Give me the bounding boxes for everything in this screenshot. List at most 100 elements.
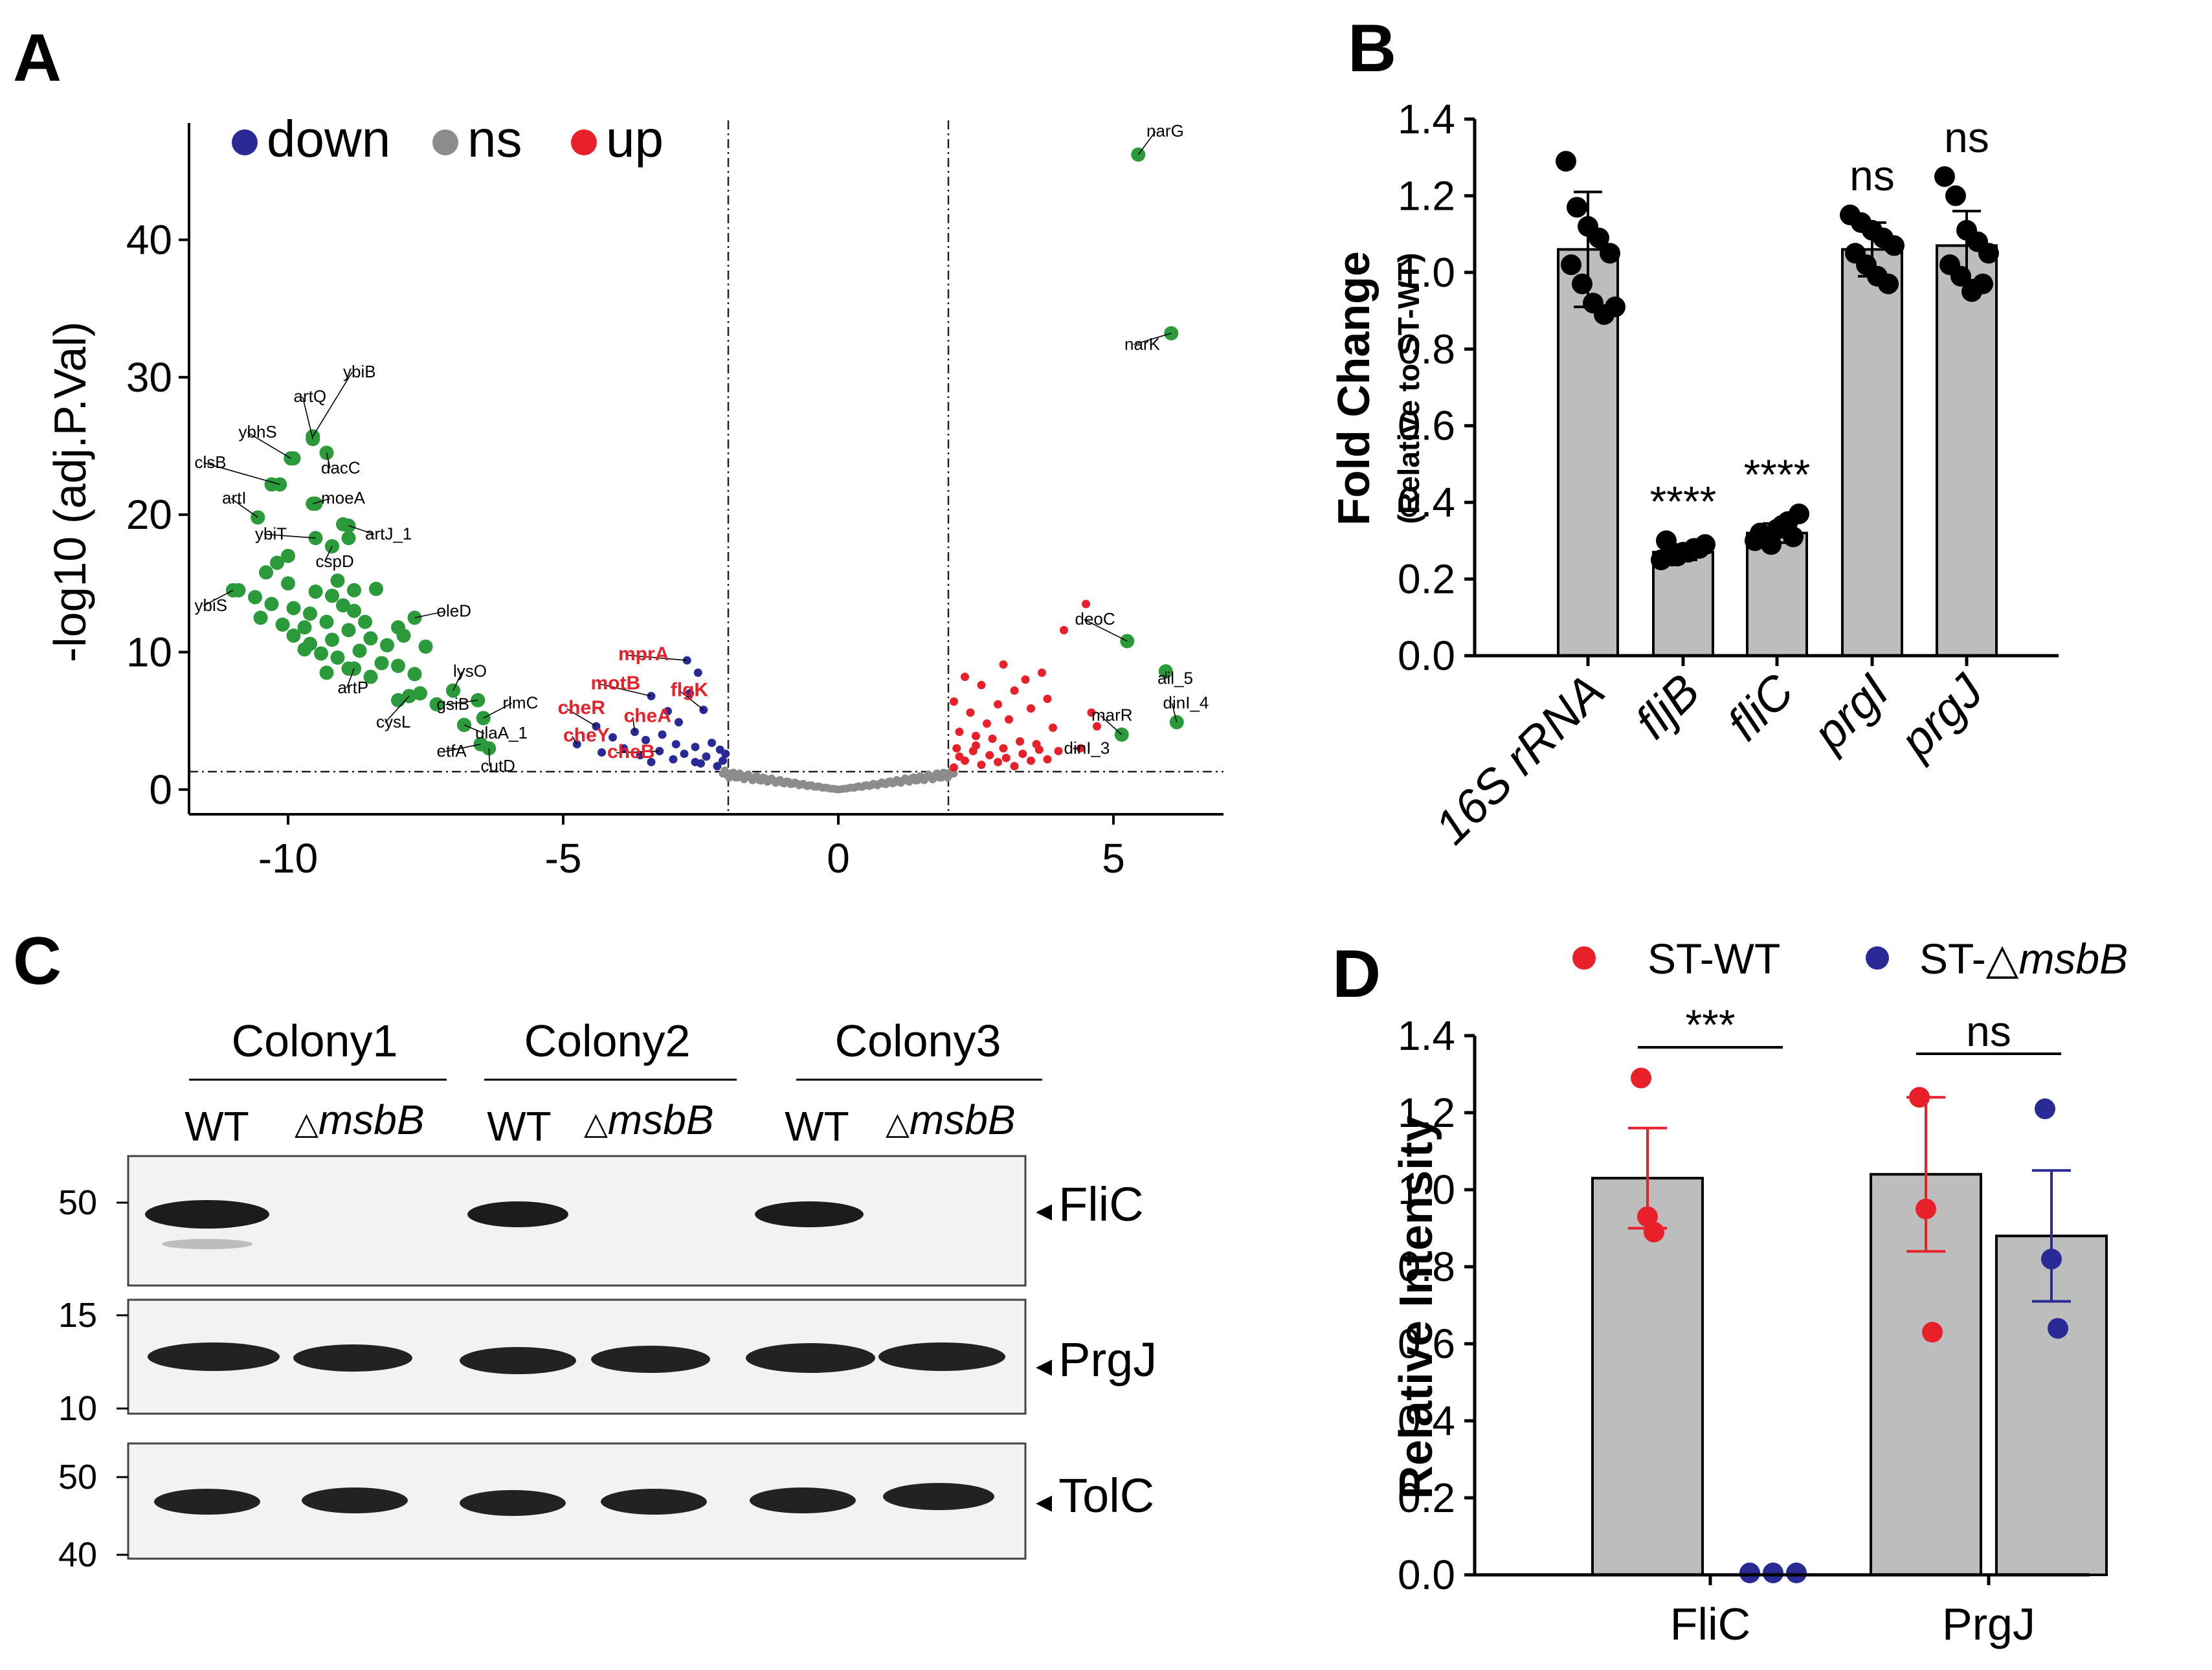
intensity-y-tick-label: 1.0 [1398, 1166, 1455, 1213]
western-blot: Colony1 Colony2 Colony3 WT △msbB WT △msb… [58, 1016, 1157, 1574]
gene-label-leader [414, 610, 446, 619]
up-point [999, 744, 1008, 753]
intensity-y-tick-label: 0.4 [1398, 1397, 1455, 1444]
down-point [713, 762, 722, 771]
labeled-point [281, 576, 295, 591]
up-point [994, 757, 1002, 766]
gene-label-leader [452, 671, 463, 691]
gene-label: cheY [563, 724, 610, 746]
gene-label-leader [203, 462, 280, 485]
labeled-point [352, 643, 367, 658]
qpcr-significance: **** [1650, 477, 1717, 525]
intensity-replicate-point [1763, 1563, 1783, 1584]
volcano-y-label: -log10 (adj.P.Val) [45, 322, 95, 663]
intensity-replicate-point [2048, 1318, 2068, 1339]
down-point [719, 756, 727, 765]
gene-label-leader [1133, 333, 1172, 346]
qpcr-bar-chart: **** **** ns ns 0.0 0.2 0.4 0.6 0.8 1.0 1.2 1.4 16… [1328, 96, 2059, 854]
gene-label-leader [312, 372, 353, 437]
gene-label: cysL [376, 712, 410, 731]
intensity-significance: *** [1685, 1001, 1735, 1049]
labeled-point [363, 669, 378, 684]
legend-ns-label: ns [467, 110, 522, 168]
qpcr-replicate-point [1789, 503, 1809, 524]
qpcr-replicate-point [1978, 243, 1999, 264]
qpcr-replicate-point [1605, 296, 1625, 318]
legend-wt-label: ST-WT [1648, 935, 1780, 983]
up-point [1060, 625, 1068, 634]
band-prgj-lane-6 [878, 1342, 1005, 1371]
down-point [721, 750, 730, 759]
gene-label: cheA [624, 706, 671, 727]
qpcr-significance: **** [1744, 451, 1811, 498]
labeled-point [259, 565, 273, 580]
intensity-y-label: Relative Intensity [1391, 1116, 1442, 1499]
qpcr-replicate-point [1556, 151, 1576, 172]
mw-flic-50: 50 [58, 1183, 97, 1222]
down-point [658, 730, 667, 739]
labeled-point [297, 620, 312, 635]
band-label-tolc: ◂ TolC [1036, 1469, 1154, 1522]
labeled-point [297, 642, 312, 657]
intensity-replicate-point [1909, 1087, 1930, 1108]
labeled-point [330, 573, 345, 588]
up-point [972, 741, 980, 750]
labeled-point [336, 598, 350, 613]
volcano-x-tick-label: -10 [258, 835, 318, 882]
up-point [972, 731, 980, 740]
gene-label: dinI_3 [1064, 739, 1110, 758]
labeled-point [358, 614, 372, 629]
intensity-replicate-point [1786, 1563, 1807, 1584]
up-point [955, 728, 964, 737]
qpcr-y-tick-label: 0.0 [1398, 632, 1455, 679]
down-point [693, 668, 702, 677]
qpcr-replicate-point [1945, 185, 1966, 206]
panel-label-c: C [13, 924, 61, 999]
gene-label: dacC [321, 458, 361, 477]
band-tolc-lane-2 [302, 1487, 408, 1513]
gene-label: moeA [321, 488, 366, 507]
gene-label: mprA [618, 643, 669, 665]
qpcr-significance: ns [1944, 113, 1989, 161]
up-point [961, 673, 969, 682]
band-flic-lane-1 [145, 1200, 269, 1229]
legend-wt-marker [1572, 946, 1596, 970]
gene-label: cutD [481, 756, 515, 775]
gene-label-leader [1171, 703, 1178, 722]
labeled-point [347, 603, 361, 618]
mw-tolc-40: 40 [58, 1535, 97, 1574]
labeled-point [363, 631, 378, 646]
qpcr-y-tick-label: 0.2 [1398, 556, 1455, 603]
gene-label-leader [348, 525, 375, 535]
gene-label-leader [1100, 715, 1123, 735]
intensity-replicate-point [1916, 1198, 1936, 1219]
gene-label: deoC [1075, 609, 1115, 629]
band-tolc-lane-6 [883, 1483, 994, 1510]
qpcr-replicate-point [1972, 273, 1993, 295]
labeled-point [369, 581, 383, 596]
gene-label-leader [464, 724, 485, 734]
gene-label-leader [230, 498, 258, 518]
intensity-category-label: FliC [1670, 1599, 1750, 1649]
up-point [1082, 599, 1090, 608]
legend-down-label: down [267, 110, 390, 168]
up-point [1054, 746, 1063, 755]
down-point [609, 733, 617, 742]
labeled-point [347, 583, 361, 597]
legend-up-label: up [606, 110, 664, 168]
gene-label: rlmC [503, 693, 539, 713]
volcano-x-tick-label: 0 [827, 835, 850, 882]
labeled-point [374, 656, 389, 671]
gene-label-leader [599, 684, 652, 697]
labeled-point [396, 628, 411, 643]
up-point [1001, 753, 1011, 763]
up-point [988, 734, 997, 743]
volcano-y-tick-label: 0 [149, 766, 172, 813]
down-point [697, 759, 705, 768]
volcano-y-tick-label: 40 [126, 216, 172, 263]
gene-label: etfA [437, 741, 467, 761]
band-flic-lane-1-faint [162, 1239, 252, 1249]
gene-label: ybiS [195, 596, 228, 615]
gene-label: artJ_1 [365, 524, 412, 543]
gene-label-leader [203, 590, 234, 607]
